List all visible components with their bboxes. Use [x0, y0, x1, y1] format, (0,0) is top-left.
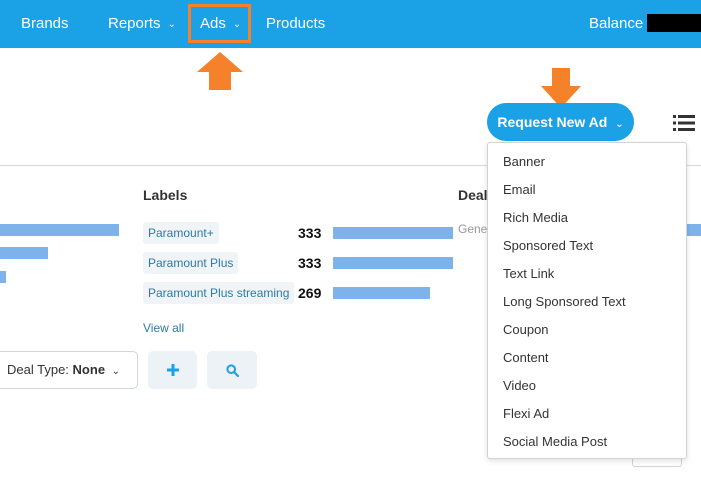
left-bar [0, 271, 6, 283]
search-icon [225, 364, 239, 378]
dropdown-item-email[interactable]: Email [503, 182, 536, 197]
nav-ads-label: Ads [200, 15, 226, 32]
ads-highlight-box [188, 4, 251, 43]
label-chip[interactable]: Paramount+ [143, 222, 219, 244]
deal-type-label: Deal Type: [7, 362, 69, 377]
nav-ads[interactable]: Ads ⌄ [200, 0, 241, 48]
label-bar [333, 227, 453, 239]
balance-value-redacted [647, 14, 701, 32]
dropdown-item-coupon[interactable]: Coupon [503, 322, 549, 337]
label-bar [333, 257, 453, 269]
section-divider [0, 165, 701, 166]
dropdown-item-sponsored-text[interactable]: Sponsored Text [503, 238, 594, 253]
label-chip[interactable]: Paramount Plus streaming [143, 282, 295, 304]
chevron-down-icon: ⌄ [615, 119, 624, 130]
chevron-down-icon: ⌄ [111, 366, 121, 377]
dropdown-item-rich-media[interactable]: Rich Media [503, 210, 569, 225]
nav-products[interactable]: Products [266, 15, 326, 32]
arrow-down-icon [541, 68, 581, 108]
dropdown-item-flexi-ad[interactable]: Flexi Ad [503, 406, 550, 421]
label-count: 269 [298, 285, 322, 301]
deals-subtitle: Gene [458, 222, 488, 236]
deal-type-value: None [72, 362, 106, 377]
dropdown-item-content[interactable]: Content [503, 350, 549, 365]
request-new-ad-button[interactable]: Request New Ad ⌄ [487, 103, 634, 141]
request-new-ad-label: Request New Ad [497, 114, 608, 130]
dropdown-item-long-sponsored-text[interactable]: Long Sponsored Text [503, 294, 626, 309]
deals-title: Deals [458, 187, 496, 203]
arrow-up-icon [197, 52, 243, 90]
nav-reports[interactable]: Reports ⌄ [108, 0, 176, 48]
label-count: 333 [298, 225, 322, 241]
label-chip[interactable]: Paramount Plus [143, 252, 239, 274]
search-button[interactable] [207, 351, 257, 389]
dropdown-item-social-media-post[interactable]: Social Media Post [503, 434, 608, 449]
dropdown-item-banner[interactable]: Banner [503, 154, 545, 169]
balance-label: Balance [589, 15, 644, 32]
label-bar [333, 287, 430, 299]
left-bar [0, 247, 48, 259]
nav-brands[interactable]: Brands [21, 15, 69, 32]
list-view-icon[interactable] [673, 115, 695, 131]
chevron-down-icon: ⌄ [167, 19, 176, 30]
background-control [632, 452, 682, 467]
add-filter-button[interactable] [148, 351, 197, 389]
plus-icon [166, 364, 179, 376]
chevron-down-icon: ⌄ [232, 19, 242, 30]
top-navbar: Brands Reports ⌄ Ads ⌄ Products Balance [0, 0, 701, 48]
ad-type-dropdown: Banner Email Rich Media Sponsored Text T… [487, 142, 687, 459]
deal-type-select[interactable]: Deal Type: None ⌄ [0, 351, 138, 389]
deals-bar [686, 224, 701, 236]
dropdown-item-text-link[interactable]: Text Link [503, 266, 555, 281]
view-all-link[interactable]: View all [143, 321, 185, 335]
dropdown-item-video[interactable]: Video [503, 378, 537, 393]
labels-title: Labels [143, 187, 188, 203]
nav-reports-label: Reports [108, 15, 161, 32]
label-count: 333 [298, 255, 322, 271]
left-bar [0, 224, 119, 236]
